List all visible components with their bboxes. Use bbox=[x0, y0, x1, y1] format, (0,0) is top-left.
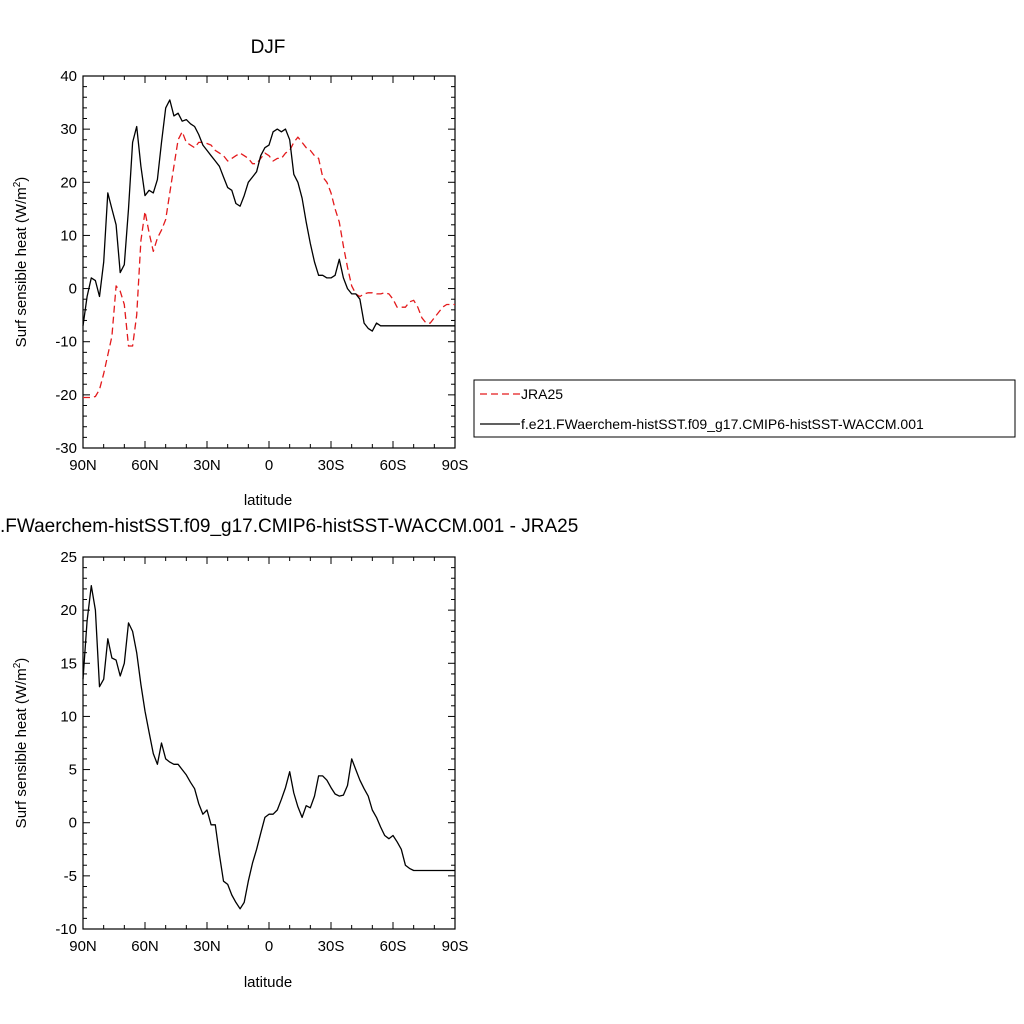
x-tick-label: 0 bbox=[265, 938, 273, 955]
series-line-jra25 bbox=[83, 131, 455, 399]
series-layer bbox=[82, 585, 455, 910]
y-tick-label: 0 bbox=[69, 815, 77, 832]
y-tick-label: 30 bbox=[60, 121, 77, 138]
y-ticks: -30 -20 -10 0 10 20 30 40 bbox=[55, 68, 455, 457]
x-tick-label: 0 bbox=[265, 457, 273, 474]
y-tick-label: -10 bbox=[55, 921, 77, 938]
y-tick-label: 5 bbox=[69, 762, 77, 779]
x-ticks: 90N 60N 30N 0 30S 60S 90S bbox=[69, 557, 468, 955]
y-ticks: -10 -5 0 5 10 15 20 25 bbox=[55, 549, 455, 938]
y-tick-label: -10 bbox=[55, 334, 77, 351]
x-tick-label: 30S bbox=[318, 457, 345, 474]
y-tick-label: -5 bbox=[64, 868, 77, 885]
y-tick-label: -20 bbox=[55, 387, 77, 404]
series-layer bbox=[82, 99, 455, 399]
y-tick-label: 40 bbox=[60, 68, 77, 85]
x-tick-label: 60N bbox=[131, 938, 159, 955]
x-tick-label: 90S bbox=[442, 938, 469, 955]
x-tick-label: 30N bbox=[193, 457, 221, 474]
legend-label-jra25: JRA25 bbox=[521, 386, 563, 402]
y-tick-label: 20 bbox=[60, 602, 77, 619]
chart-title: f.e21.FWaerchem-histSST.f09_g17.CMIP6-hi… bbox=[0, 516, 578, 537]
x-tick-label: 60N bbox=[131, 457, 159, 474]
x-tick-label: 30S bbox=[318, 938, 345, 955]
x-ticks: 90N 60N 30N 0 30S 60S 90S bbox=[69, 76, 468, 474]
y-tick-label: 15 bbox=[60, 655, 77, 672]
y-tick-label: 20 bbox=[60, 174, 77, 191]
y-tick-label: 0 bbox=[69, 281, 77, 298]
x-axis-title: latitude bbox=[244, 492, 292, 509]
chart-title: DJF bbox=[251, 37, 286, 58]
series-line-f-e21-fwaerchem-histsst-f09-g17-cmip6-histsst-waccm-001 bbox=[82, 99, 455, 332]
x-tick-label: 30N bbox=[193, 938, 221, 955]
y-tick-label: 10 bbox=[60, 708, 77, 725]
y-axis-title: Surf sensible heat (W/m2) bbox=[12, 658, 30, 829]
legend-label-model: f.e21.FWaerchem-histSST.f09_g17.CMIP6-hi… bbox=[521, 416, 924, 432]
plot-frame bbox=[82, 75, 456, 449]
x-tick-label: 90S bbox=[442, 457, 469, 474]
series-line-difference bbox=[82, 585, 455, 910]
y-tick-label: 10 bbox=[60, 227, 77, 244]
x-tick-label: 60S bbox=[380, 457, 407, 474]
panel-bottom: f.e21.FWaerchem-histSST.f09_g17.CMIP6-hi… bbox=[0, 516, 578, 991]
x-tick-label: 60S bbox=[380, 938, 407, 955]
legend: JRA25 f.e21.FWaerchem-histSST.f09_g17.CM… bbox=[473, 379, 1016, 438]
x-axis-title: latitude bbox=[244, 974, 292, 991]
y-tick-label: 25 bbox=[60, 549, 77, 566]
x-tick-label: 90N bbox=[69, 457, 97, 474]
x-tick-label: 90N bbox=[69, 938, 97, 955]
y-axis-title: Surf sensible heat (W/m2) bbox=[12, 177, 30, 348]
y-tick-label: -30 bbox=[55, 440, 77, 457]
legend-box bbox=[473, 379, 1016, 438]
plot-frame bbox=[82, 556, 456, 930]
